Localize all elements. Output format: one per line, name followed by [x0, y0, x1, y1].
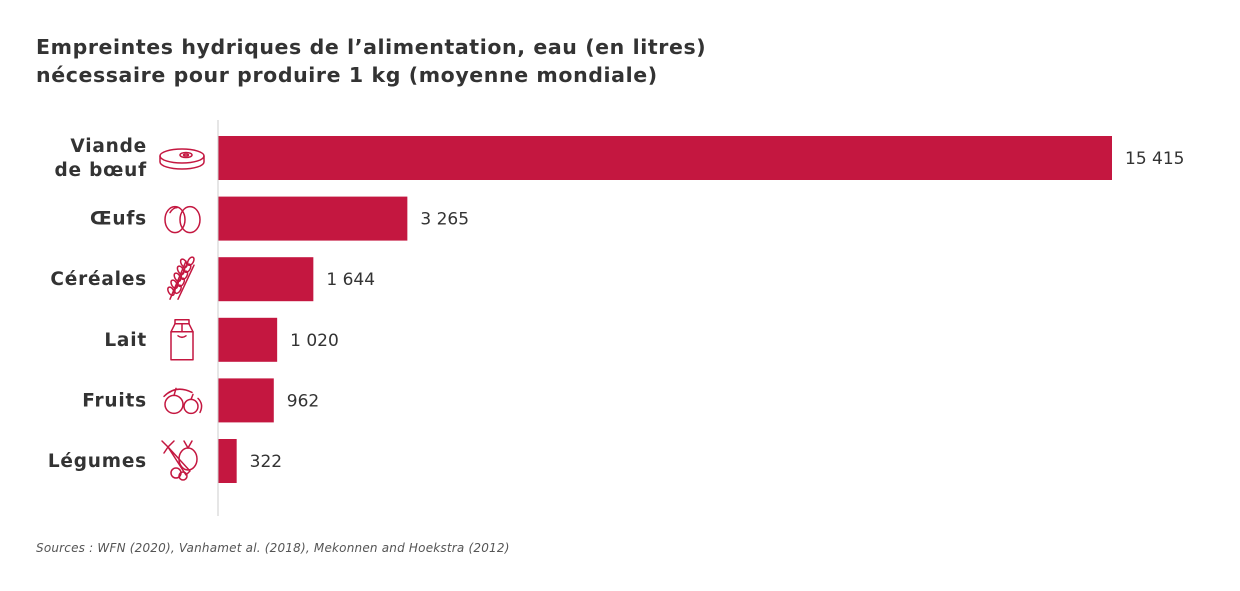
chart-title-line-2: nécessaire pour produire 1 kg (moyenne m… [36, 63, 658, 87]
bar-1 [218, 136, 1112, 180]
category-label: Lait [104, 330, 147, 351]
wheat-icon [167, 256, 195, 300]
value-label: 962 [287, 391, 319, 411]
fruits-icon [163, 387, 203, 415]
bar-4 [218, 317, 278, 362]
bar-2 [218, 196, 408, 241]
vegetables-icon [161, 440, 198, 481]
value-label: 15 415 [1125, 149, 1184, 169]
value-label: 322 [250, 452, 282, 472]
source-note: Sources : WFN (2020), Vanhamet al. (2018… [36, 541, 510, 555]
category-label: Céréales [50, 269, 147, 290]
milk-carton-icon [170, 319, 194, 361]
value-label: 1 020 [290, 331, 339, 351]
category-label: Fruits [82, 390, 147, 411]
bar-6 [218, 439, 237, 483]
value-label: 3 265 [420, 210, 469, 230]
steak-icon [159, 148, 205, 170]
bar-5 [218, 378, 274, 423]
category-label: Œufs [90, 209, 147, 230]
bar-3 [218, 257, 314, 302]
chart-title: Empreintes hydriques de l’alimentation, … [36, 33, 706, 89]
category-label: Viande [70, 136, 147, 157]
chart-title-line-1: Empreintes hydriques de l’alimentation, … [36, 35, 707, 59]
category-label: de bœuf [54, 160, 147, 181]
category-label: Légumes [48, 451, 147, 472]
eggs-icon [164, 205, 201, 234]
value-label: 1 644 [326, 270, 375, 290]
